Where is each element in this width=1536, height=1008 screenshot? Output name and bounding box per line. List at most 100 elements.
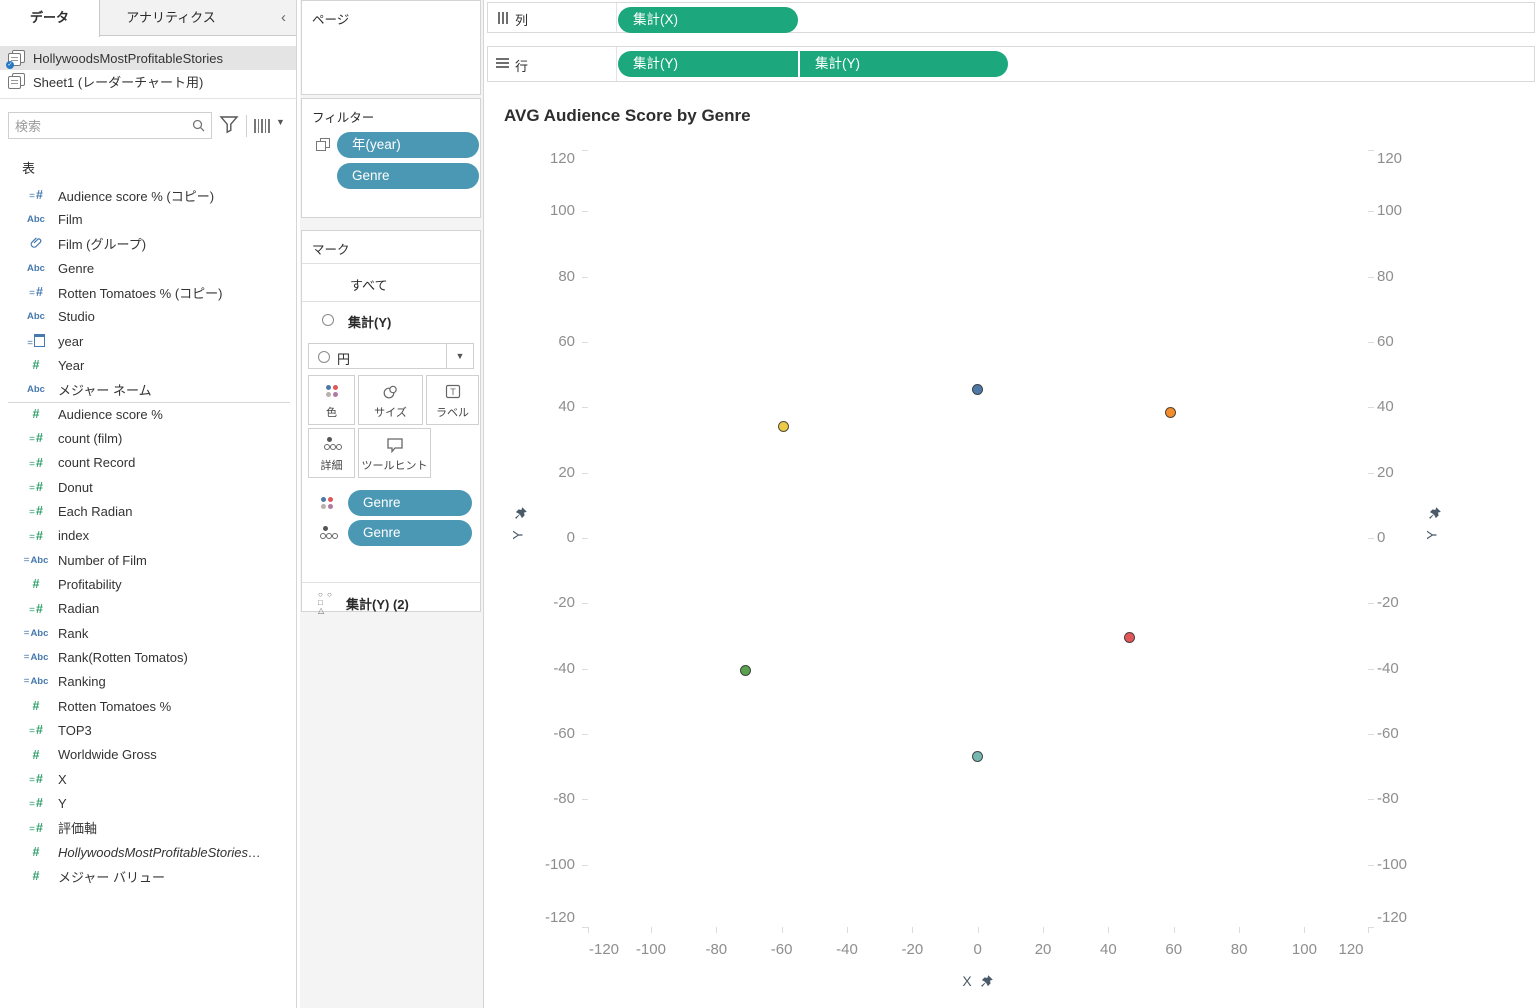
encoding-pill-row: Genre bbox=[302, 490, 480, 517]
field-item[interactable]: # Year bbox=[0, 353, 296, 377]
marks-all-tab[interactable]: すべて bbox=[350, 278, 388, 293]
field-item[interactable]: =# Rotten Tomatoes % (コピー) bbox=[0, 280, 296, 304]
axis-tick bbox=[582, 341, 588, 343]
y-axis-tick-label: -100 bbox=[1377, 855, 1408, 873]
y-axis-tick-label: 80 bbox=[558, 267, 575, 285]
pin-icon[interactable] bbox=[979, 974, 994, 989]
tab-analytics[interactable]: アナリティクス bbox=[101, 0, 241, 36]
scatter-point[interactable] bbox=[972, 751, 984, 763]
scatter-point[interactable] bbox=[972, 383, 984, 395]
field-item[interactable]: =# TOP3 bbox=[0, 718, 296, 742]
mark-type-caret-icon[interactable]: ▼ bbox=[446, 344, 473, 368]
scatter-point[interactable] bbox=[740, 664, 752, 676]
mark-type-dropdown[interactable]: 円 ▼ bbox=[308, 343, 474, 369]
pin-icon[interactable] bbox=[513, 506, 528, 521]
y-axis-tick-label: 80 bbox=[1377, 267, 1394, 285]
datasource-item[interactable]: Sheet1 (レーダーチャート用) bbox=[0, 69, 296, 93]
field-item[interactable]: =Abc Number of Film bbox=[0, 548, 296, 572]
field-item[interactable]: =# index bbox=[0, 524, 296, 548]
calculated-number-icon: =# bbox=[29, 601, 43, 616]
y-axis-tick-label: 40 bbox=[1377, 398, 1394, 416]
scatter-point[interactable] bbox=[1124, 632, 1136, 644]
filters-shelf[interactable]: フィルター 年(year) Genre bbox=[301, 98, 481, 218]
marks-card2-tab[interactable]: 集計(Y) (2) bbox=[346, 597, 409, 612]
number-icon: # bbox=[32, 407, 40, 422]
shelf-pill[interactable]: 集計(Y) bbox=[800, 51, 1008, 77]
datasource-item[interactable]: ✓ HollywoodsMostProfitableStories bbox=[0, 46, 296, 70]
y-axis-tick-label: 40 bbox=[558, 398, 575, 416]
shelf-pill[interactable]: 集計(X) bbox=[618, 7, 798, 33]
tooltip-button[interactable]: ツールヒント bbox=[358, 428, 431, 478]
field-item[interactable]: = year bbox=[0, 329, 296, 353]
field-item[interactable]: # Rotten Tomatoes % bbox=[0, 694, 296, 718]
x-axis-tick-label: 120 bbox=[1338, 941, 1364, 958]
search-input[interactable]: 検索 bbox=[8, 112, 212, 139]
field-item[interactable]: Abc Studio bbox=[0, 305, 296, 329]
number-icon: # bbox=[32, 747, 40, 762]
filter-pill[interactable]: Genre bbox=[337, 163, 479, 189]
field-item[interactable]: Abc Genre bbox=[0, 256, 296, 280]
y-axis-tick-label: -80 bbox=[553, 790, 575, 808]
field-item[interactable]: # HollywoodsMostProfitableStories… bbox=[0, 840, 296, 864]
field-item[interactable]: =# count (film) bbox=[0, 426, 296, 450]
filter-pill[interactable]: 年(year) bbox=[337, 132, 479, 158]
pages-shelf[interactable]: ページ bbox=[301, 0, 481, 95]
field-item[interactable]: Abc Film bbox=[0, 207, 296, 231]
columns-shelf[interactable]: 列 集計(X) bbox=[487, 2, 1535, 33]
detail-icon bbox=[309, 437, 354, 455]
axis-tick bbox=[582, 211, 588, 213]
calculated-number-icon: =# bbox=[29, 528, 43, 543]
field-item[interactable]: =# Donut bbox=[0, 475, 296, 499]
field-item[interactable]: =# X bbox=[0, 767, 296, 791]
field-item[interactable]: =# Each Radian bbox=[0, 499, 296, 523]
columns-shelf-label: 列 bbox=[515, 13, 529, 28]
search-icon bbox=[192, 119, 205, 132]
color-button[interactable]: 色 bbox=[308, 375, 355, 425]
view-options-icon[interactable] bbox=[254, 119, 270, 133]
field-item[interactable]: =Abc Rank bbox=[0, 621, 296, 645]
rows-shelf[interactable]: 行 集計(Y) 集計(Y) bbox=[487, 46, 1535, 82]
label-button[interactable]: T ラベル bbox=[426, 375, 479, 425]
field-item[interactable]: Film (グループ) bbox=[0, 232, 296, 256]
field-item[interactable]: =# Audience score % (コピー) bbox=[0, 183, 296, 207]
collapse-pane-icon[interactable]: ‹ bbox=[281, 9, 286, 26]
detail-button[interactable]: 詳細 bbox=[308, 428, 355, 478]
plot-area[interactable] bbox=[588, 150, 1368, 927]
encoding-pill-row: Genre bbox=[302, 520, 480, 547]
size-button[interactable]: サイズ bbox=[358, 375, 423, 425]
filter-funnel-icon[interactable] bbox=[219, 114, 239, 134]
field-item[interactable]: # Profitability bbox=[0, 572, 296, 596]
field-item[interactable]: =Abc Rank(Rotten Tomatos) bbox=[0, 645, 296, 669]
axis-tick bbox=[977, 927, 979, 933]
x-axis-title[interactable]: X bbox=[962, 973, 972, 989]
field-item[interactable]: # メジャー バリュー bbox=[0, 864, 296, 888]
encoding-pill[interactable]: Genre bbox=[348, 520, 472, 546]
scatter-point[interactable] bbox=[777, 421, 789, 433]
field-item[interactable]: =Abc Ranking bbox=[0, 670, 296, 694]
field-item[interactable]: Abc メジャー ネーム bbox=[0, 378, 296, 402]
marks-card1-tab[interactable]: 集計(Y) bbox=[348, 315, 392, 330]
axis-tick bbox=[1368, 472, 1374, 474]
field-name: Number of Film bbox=[58, 552, 147, 568]
field-name: Rank bbox=[58, 625, 89, 641]
text-icon: Abc bbox=[27, 213, 45, 225]
field-item[interactable]: # Worldwide Gross bbox=[0, 743, 296, 767]
number-icon: # bbox=[32, 577, 40, 592]
label-icon: T bbox=[427, 384, 478, 402]
axis-tick bbox=[582, 668, 588, 670]
field-item[interactable]: =# count Record bbox=[0, 451, 296, 475]
field-item[interactable]: # Audience score % bbox=[0, 402, 296, 426]
axis-tick bbox=[1368, 538, 1374, 539]
field-item[interactable]: =# 評価軸 bbox=[0, 816, 296, 840]
view-options-caret-icon[interactable]: ▼ bbox=[276, 117, 285, 127]
pin-icon[interactable] bbox=[1427, 506, 1442, 521]
shelf-pill[interactable]: 集計(Y) bbox=[618, 51, 798, 77]
tab-analytics-label: アナリティクス bbox=[126, 10, 216, 25]
tab-data[interactable]: データ bbox=[0, 0, 100, 37]
number-icon: # bbox=[32, 869, 40, 884]
field-item[interactable]: =# Radian bbox=[0, 597, 296, 621]
group-icon bbox=[22, 236, 50, 252]
scatter-point[interactable] bbox=[1164, 406, 1176, 418]
field-item[interactable]: =# Y bbox=[0, 791, 296, 815]
encoding-pill[interactable]: Genre bbox=[348, 490, 472, 516]
